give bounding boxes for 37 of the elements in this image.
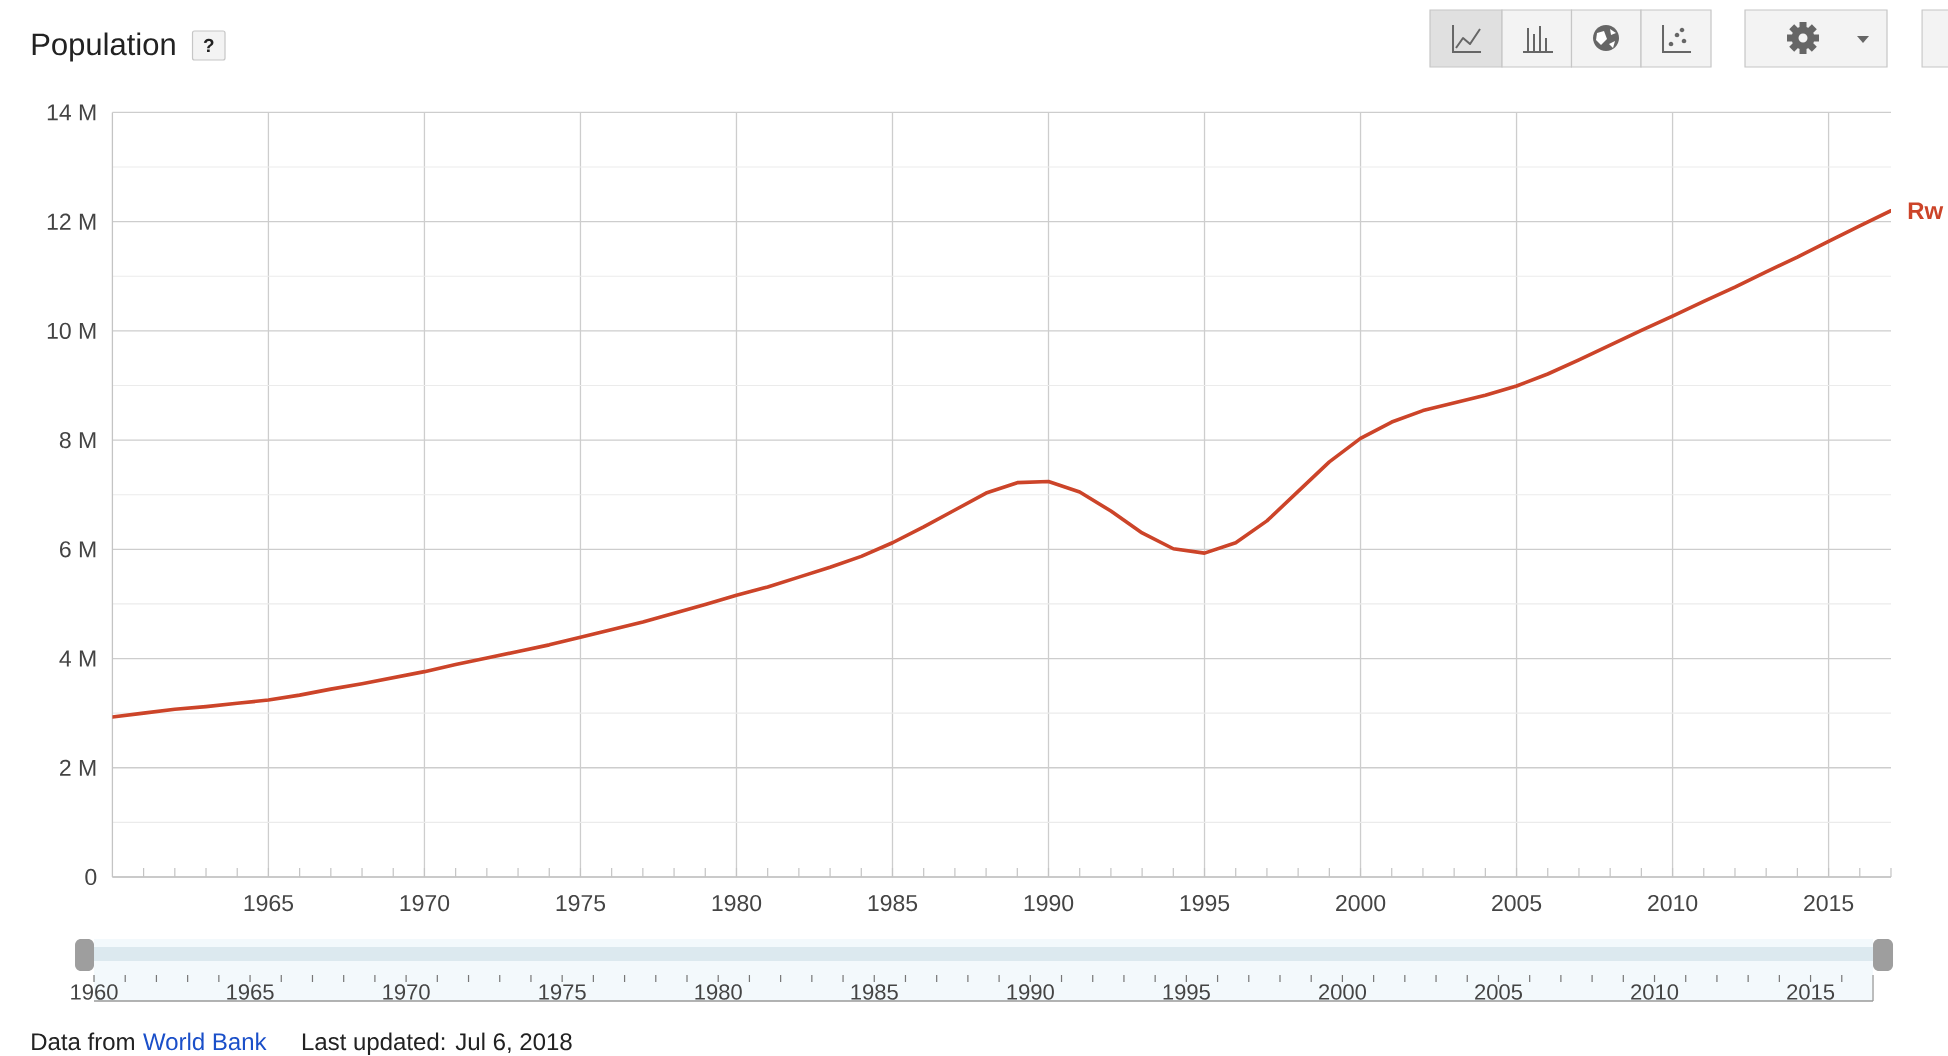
x-tick-label: 1985 bbox=[868, 894, 918, 912]
y-tick-label: 6 M bbox=[60, 541, 96, 558]
x-tick-label: 1975 bbox=[539, 984, 586, 1000]
x-tick-label: 2000 bbox=[1319, 984, 1367, 1000]
text: Data from bbox=[32, 1032, 134, 1051]
x-tick-label: 1980 bbox=[712, 894, 762, 912]
x-tick-label: 2010 bbox=[1631, 984, 1679, 1000]
text: Last updated: Jul 6, 2018 bbox=[302, 1032, 572, 1055]
x-tick-label: 1965 bbox=[244, 894, 294, 912]
x-tick-label: 1965 bbox=[227, 984, 274, 1000]
y-tick-label: 2 M bbox=[60, 759, 96, 776]
x-tick-label: 2000 bbox=[1336, 894, 1386, 912]
text: ? bbox=[203, 38, 214, 53]
x-tick-label: 1990 bbox=[1024, 894, 1074, 912]
x-tick-label: 2005 bbox=[1475, 984, 1522, 1000]
x-tick-label: 1980 bbox=[695, 984, 742, 1000]
y-tick-label: 4 M bbox=[59, 650, 96, 667]
x-tick-label: 1970 bbox=[400, 894, 450, 912]
x-tick-label: 2005 bbox=[1492, 894, 1542, 912]
x-tick-label: 2015 bbox=[1787, 984, 1835, 1000]
x-tick-label: 2010 bbox=[1648, 894, 1698, 912]
y-tick-label: 10 M bbox=[47, 322, 96, 339]
y-tick-label: 14 M bbox=[47, 104, 96, 121]
x-tick-label: 1970 bbox=[383, 984, 430, 1000]
x-tick-label: 1975 bbox=[556, 894, 606, 912]
y-tick-label: 0 bbox=[85, 868, 97, 886]
x-tick-label: 1990 bbox=[1007, 984, 1054, 1000]
x-tick-label: 2015 bbox=[1804, 894, 1854, 912]
series-label: Rw bbox=[1908, 202, 1944, 219]
x-tick-label: 1960 bbox=[71, 984, 118, 1000]
chart-title: Population bbox=[32, 32, 175, 62]
y-tick-label: 12 M bbox=[47, 213, 96, 230]
x-tick-label: 1995 bbox=[1163, 984, 1210, 1000]
x-tick-label: 1985 bbox=[851, 984, 898, 1000]
y-tick-label: 8 M bbox=[59, 431, 96, 449]
x-tick-label: 1995 bbox=[1180, 894, 1230, 912]
text: World Bank bbox=[143, 1032, 267, 1051]
